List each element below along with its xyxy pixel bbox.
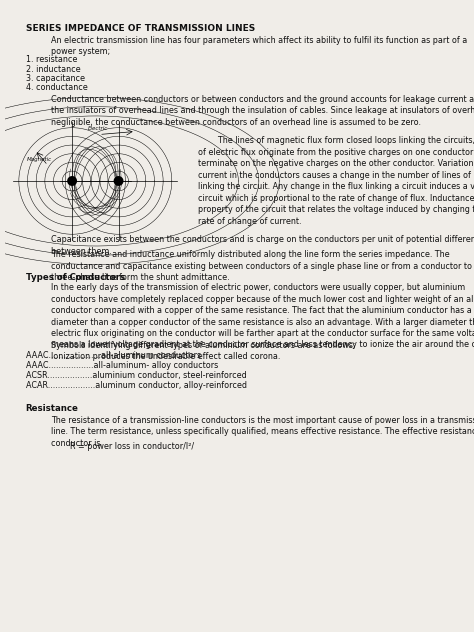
Text: Conductance between conductors or between conductors and the ground accounts for: Conductance between conductors or betwee… bbox=[51, 95, 474, 127]
Text: AAAC..................all-aluminum- alloy conductors: AAAC..................all-aluminum- allo… bbox=[26, 362, 218, 370]
Text: Electric: Electric bbox=[87, 126, 108, 131]
Text: Magnetic: Magnetic bbox=[27, 157, 52, 162]
Text: Capacitance exists between the conductors and is charge on the conductors per un: Capacitance exists between the conductor… bbox=[51, 236, 474, 256]
Text: AAAC.....................all-aluminum conductors: AAAC.....................all-aluminum co… bbox=[26, 351, 201, 360]
Text: 2. inductance: 2. inductance bbox=[26, 64, 80, 73]
Text: Symbols identifying different types of aluminium conductors are as follows;: Symbols identifying different types of a… bbox=[51, 341, 356, 350]
Polygon shape bbox=[67, 176, 77, 186]
Text: 1. resistance: 1. resistance bbox=[26, 55, 77, 64]
Text: ACSR..................aluminium conductor, steel-reinforced: ACSR..................aluminium conducto… bbox=[26, 371, 246, 380]
Text: 3. capacitance: 3. capacitance bbox=[26, 74, 85, 83]
Text: Types of Conductors: Types of Conductors bbox=[26, 272, 125, 282]
Text: The lines of magnetic flux form closed loops linking the circuits, and the line
: The lines of magnetic flux form closed l… bbox=[198, 137, 474, 226]
Polygon shape bbox=[114, 176, 124, 186]
Text: R = power loss in conductor/I²/: R = power loss in conductor/I²/ bbox=[70, 442, 194, 451]
Text: 4. conductance: 4. conductance bbox=[26, 83, 87, 92]
Text: The resistance and inductance uniformly distributed along the line form the seri: The resistance and inductance uniformly … bbox=[51, 250, 474, 283]
Text: SERIES IMPEDANCE OF TRANSMISSION LINES: SERIES IMPEDANCE OF TRANSMISSION LINES bbox=[26, 23, 255, 33]
Text: The resistance of a transmission-line conductors is the most important cause of : The resistance of a transmission-line co… bbox=[51, 416, 474, 447]
Text: ACAR...................aluminum conductor, alloy-reinforced: ACAR...................aluminum conducto… bbox=[26, 381, 246, 390]
Text: Resistance: Resistance bbox=[26, 404, 79, 413]
Text: An electric transmission line has four parameters which affect its ability to fu: An electric transmission line has four p… bbox=[51, 36, 467, 56]
Text: In the early days of the transmission of electric power, conductors were usually: In the early days of the transmission of… bbox=[51, 283, 474, 361]
